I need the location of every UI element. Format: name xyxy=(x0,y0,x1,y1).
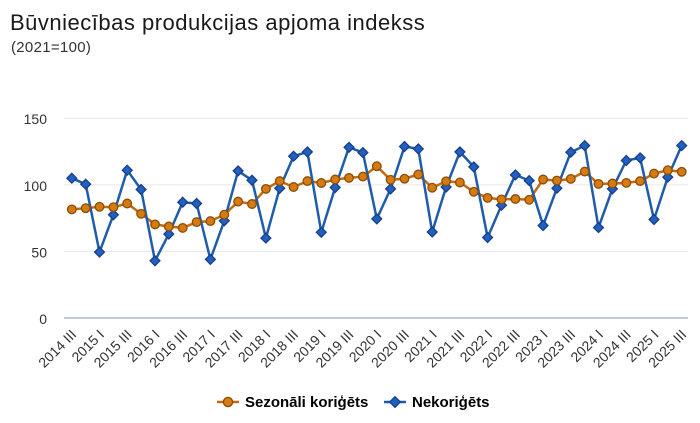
svg-text:50: 50 xyxy=(31,244,47,260)
svg-text:100: 100 xyxy=(24,178,48,194)
svg-text:0: 0 xyxy=(39,311,47,327)
svg-text:Būvniecības produkcijas apjoma: Būvniecības produkcijas apjoma indekss xyxy=(10,10,425,35)
svg-text:Nekoriģēts: Nekoriģēts xyxy=(412,394,490,411)
svg-text:150: 150 xyxy=(24,111,48,127)
svg-text:Sezonāli koriģēts: Sezonāli koriģēts xyxy=(245,394,368,411)
svg-text:(2021=100): (2021=100) xyxy=(11,39,91,56)
